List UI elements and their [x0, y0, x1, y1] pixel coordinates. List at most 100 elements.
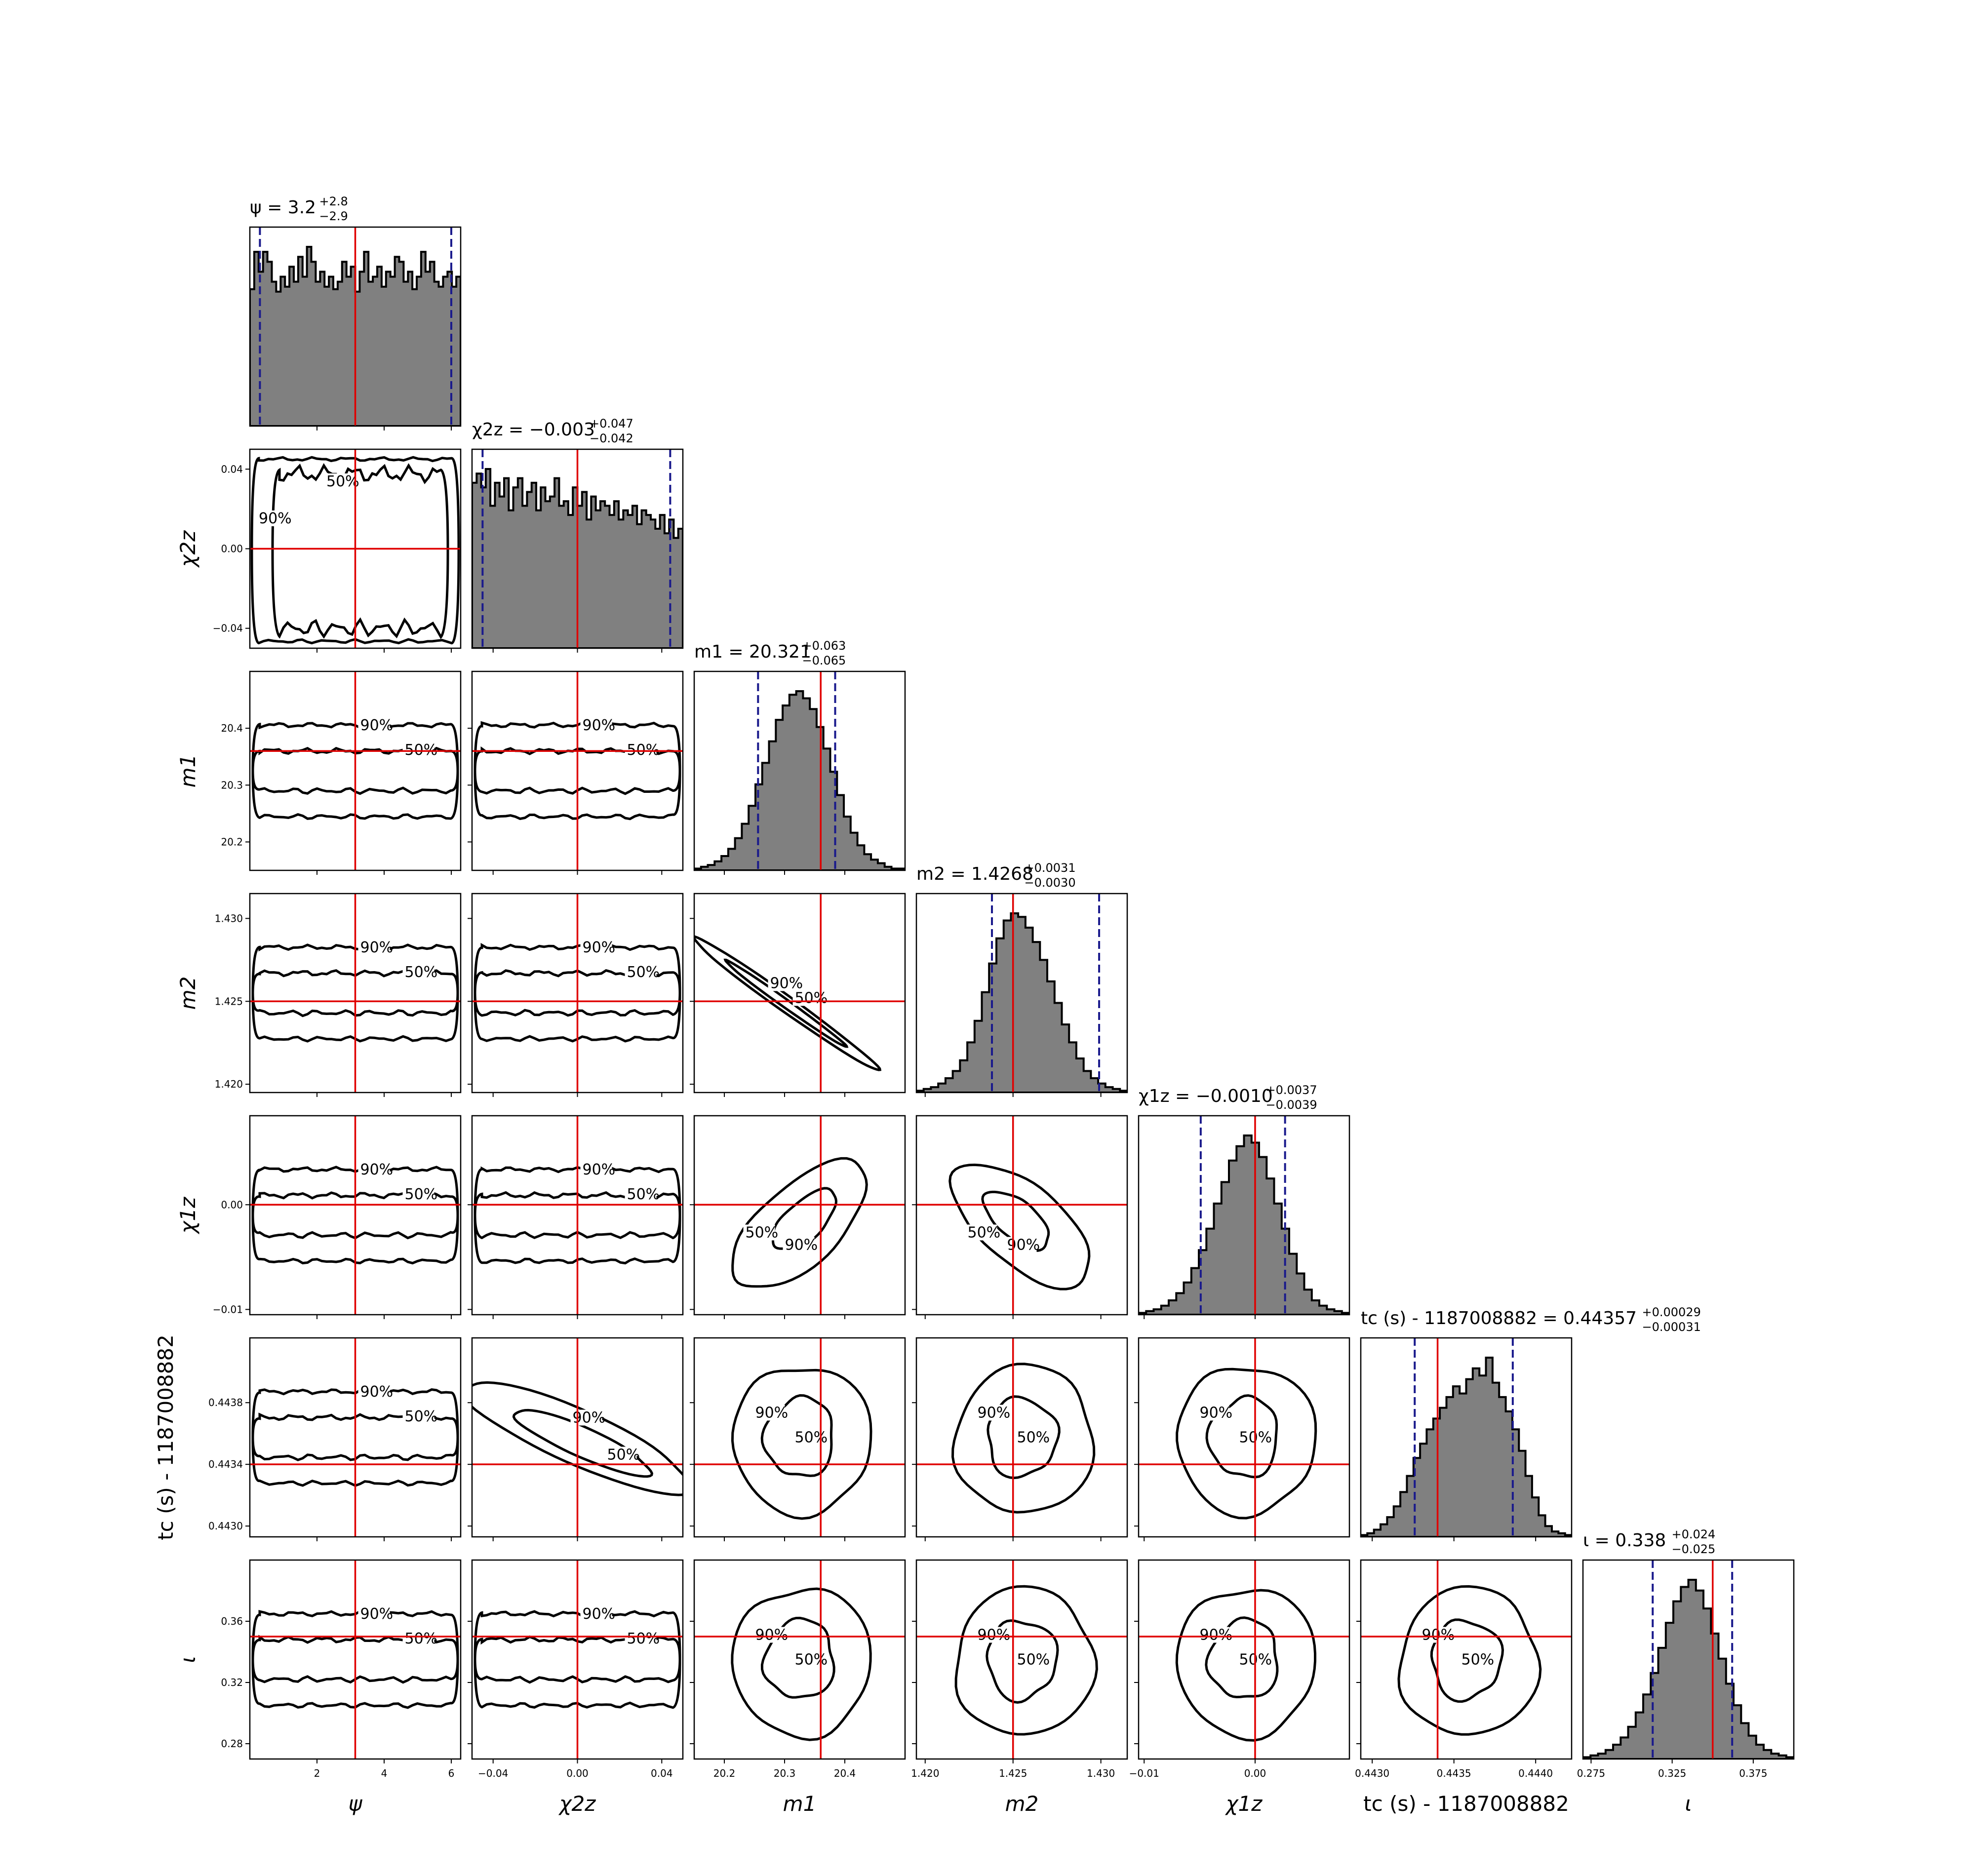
- title-upper-error: +0.047: [590, 417, 633, 430]
- panel-frame: [693, 893, 906, 1094]
- panel-content: 90%50%: [694, 894, 905, 1093]
- contour-90: [250, 456, 460, 645]
- panel-content: 90%50%: [694, 1116, 905, 1315]
- histogram-m1: [694, 690, 905, 870]
- contour-label-bg: [743, 1224, 775, 1241]
- x-tick-label: 0.00: [566, 1767, 589, 1779]
- x-tick-label: 1.425: [999, 1767, 1027, 1779]
- contour-label-90: 90%: [755, 1405, 789, 1422]
- title-psi: ψ = 3.2 +2.8: [250, 195, 348, 218]
- title-value: tc (s) - 1187008882 = 0.44357: [1361, 1308, 1637, 1329]
- panel-m1-vs-psi: 90%50% 20.2 20.3 20.4: [221, 670, 462, 875]
- contour-label-bg: [1005, 1237, 1037, 1253]
- x-axis-label-psi: ψ: [349, 1792, 363, 1816]
- contour-label-bg: [625, 742, 657, 758]
- title-upper-error: +2.8: [319, 195, 348, 208]
- panel-frame: [915, 1115, 1128, 1316]
- contour-label-bg: [753, 1627, 785, 1643]
- x-axis-label-m2: m2: [1005, 1792, 1039, 1816]
- contour-label-50: 50%: [1017, 1651, 1050, 1669]
- title-chi2z: χ2z = −0.003+0.047: [472, 417, 633, 440]
- diag-panel-chi1z: [1138, 1115, 1350, 1319]
- y-tick-label: 0.00: [221, 543, 243, 555]
- contour-label-bg: [1015, 1429, 1047, 1446]
- contour-50: [723, 958, 849, 1048]
- title-chi1z: χ1z = −0.0010+0.0037: [1139, 1083, 1317, 1106]
- contour-label-90: 90%: [583, 717, 616, 734]
- panel-m1-vs-chi2z: 90%50%: [468, 670, 684, 875]
- contour-50: [1205, 1394, 1278, 1479]
- diag-panel-tc: [1360, 1337, 1573, 1541]
- panel-content: 90%50%: [250, 671, 461, 870]
- panel-content: 90% 50%: [916, 1116, 1127, 1315]
- contour-label-50: 50%: [968, 1224, 1001, 1242]
- title-lower-error-iota: −0.025: [1672, 1542, 1716, 1556]
- title-lower-error-tc: −0.00031: [1642, 1320, 1701, 1334]
- contour-label-bg: [402, 1186, 434, 1203]
- contour-label-bg: [1197, 1405, 1229, 1421]
- histogram-chi1z: [1139, 1134, 1349, 1315]
- contour-label-90: 90%: [978, 1627, 1011, 1644]
- panel-iota-vs-chi1z: 90%50% −0.01 0.00: [1129, 1559, 1350, 1779]
- panel-content: 90%50%: [472, 1560, 683, 1759]
- contour-label-50: 50%: [746, 1224, 779, 1242]
- title-tc: tc (s) - 1187008882 = 0.44357 +0.00029: [1361, 1305, 1701, 1329]
- contour-label-90: 90%: [583, 939, 616, 956]
- contour-label-bg: [625, 1631, 657, 1647]
- x-tick-label: 1.430: [1087, 1767, 1115, 1779]
- y-tick-label: −0.01: [213, 1303, 243, 1315]
- contour-90: [1175, 1589, 1316, 1742]
- contour-label-bg: [1420, 1627, 1452, 1643]
- y-tick-label: 1.420: [215, 1078, 243, 1090]
- contour-label-50: 50%: [405, 1408, 438, 1425]
- contour-label-bg: [580, 939, 612, 955]
- panel-frame: [915, 893, 1128, 1094]
- contour-label-50: 50%: [1462, 1651, 1495, 1669]
- contour-50: [271, 463, 449, 639]
- panel-content: [250, 227, 461, 426]
- panel-frame: [1138, 1337, 1350, 1538]
- panel-m2-vs-m1: 90%50%: [690, 893, 906, 1097]
- panel-content: 90%50%: [250, 449, 461, 648]
- panel-content: [472, 449, 683, 648]
- contour-label-90: 90%: [1007, 1237, 1040, 1254]
- x-tick-label: 0.375: [1739, 1767, 1767, 1779]
- panel-iota-vs-psi: 90% 50% 2 4 6 0.28 0.32 0.36: [221, 1559, 462, 1779]
- contour-50: [1430, 1618, 1504, 1703]
- diag-panel-iota: 0.275 0.325 0.375: [1577, 1559, 1795, 1779]
- x-tick-label: −0.01: [1129, 1767, 1159, 1779]
- contour-label-bg: [792, 1429, 825, 1446]
- title-value: m1 = 20.321: [694, 642, 811, 662]
- contour-label-50: 50%: [627, 1630, 660, 1647]
- contour-label-bg: [625, 1186, 657, 1203]
- contour-label-bg: [605, 1446, 637, 1463]
- contour-label-bg: [965, 1224, 997, 1241]
- title-iota: ι = 0.338 +0.024: [1583, 1527, 1715, 1551]
- diag-panel-psi: [249, 226, 462, 430]
- x-tick-label: 2: [314, 1767, 320, 1779]
- y-tick-label: 0.28: [221, 1738, 243, 1750]
- contour-label-bg: [402, 964, 434, 980]
- histogram-iota: [1583, 1579, 1794, 1759]
- title-lower-error-chi2z: −0.042: [590, 431, 633, 445]
- title-value: ι = 0.338: [1583, 1530, 1666, 1551]
- x-axis-label-iota: ι: [1685, 1792, 1692, 1816]
- panel-content: 90%50%: [472, 1116, 683, 1315]
- contour-label-bg: [1459, 1651, 1491, 1668]
- panel-frame: [693, 1337, 906, 1538]
- panel-content: 90%50%: [250, 1116, 461, 1315]
- panel-chi1z-vs-m2: 90% 50%: [912, 1115, 1128, 1319]
- x-tick-label: 20.2: [713, 1767, 736, 1779]
- title-upper-error: +0.0037: [1266, 1083, 1317, 1097]
- panel-iota-vs-tc: 90%50% 0.4430 0.4435 0.4440: [1355, 1559, 1573, 1779]
- contour-90: [954, 1585, 1098, 1736]
- panel-chi1z-vs-m1: 90% 50%: [690, 1115, 906, 1319]
- panel-frame: [1138, 1559, 1350, 1760]
- x-tick-label: 0.04: [651, 1767, 673, 1779]
- panel-frame: [693, 1559, 906, 1760]
- contour-label-50: 50%: [627, 1186, 660, 1203]
- contour-label-bg: [402, 1631, 434, 1647]
- contour-90: [731, 1368, 872, 1520]
- panel-frame: [249, 893, 462, 1094]
- y-tick-label: 20.2: [221, 836, 243, 848]
